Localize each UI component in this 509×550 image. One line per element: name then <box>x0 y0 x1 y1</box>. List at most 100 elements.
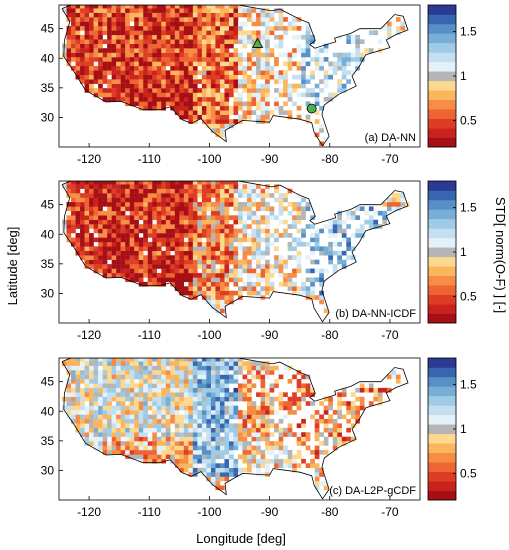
grid-cell <box>93 43 99 49</box>
grid-cell <box>120 34 126 40</box>
grid-cell <box>179 219 185 225</box>
grid-cell <box>71 65 76 71</box>
grid-cell <box>256 233 261 238</box>
grid-cell <box>170 65 176 71</box>
grid-cell <box>228 39 234 44</box>
grid-cell <box>71 374 76 380</box>
grid-cell <box>71 401 76 406</box>
grid-cell <box>84 26 90 31</box>
grid-cell <box>400 26 406 31</box>
grid-cell <box>201 450 207 455</box>
grid-cell <box>102 79 108 84</box>
grid-cell <box>156 52 162 58</box>
grid-cell <box>125 30 130 36</box>
grid-cell <box>238 290 243 296</box>
grid-cell <box>179 74 185 80</box>
grid-cell <box>125 233 130 238</box>
grid-cell <box>89 370 94 375</box>
grid-cell <box>138 30 144 36</box>
grid-cell <box>350 233 356 238</box>
grid-cell <box>179 264 185 269</box>
grid-cell <box>219 445 225 451</box>
grid-cell <box>265 34 270 40</box>
grid-cell <box>98 210 103 216</box>
grid-cell <box>147 215 153 220</box>
grid-cell <box>165 401 171 406</box>
grid-cell <box>346 401 352 406</box>
grid-cell <box>143 281 148 287</box>
grid-cell <box>152 224 157 229</box>
grid-cell <box>192 224 198 229</box>
grid-cell <box>215 188 221 194</box>
grid-cell <box>152 83 157 89</box>
grid-cell <box>287 405 293 411</box>
grid-cell <box>206 26 212 31</box>
grid-cell <box>147 233 153 238</box>
grid-cell <box>111 374 117 380</box>
grid-cell <box>247 450 252 455</box>
grid-cell <box>314 454 320 460</box>
grid-cell <box>116 224 121 229</box>
grid-cell <box>188 21 194 27</box>
grid-cell <box>75 206 81 212</box>
grid-cell <box>197 358 203 362</box>
grid-cell <box>80 361 85 366</box>
grid-cell <box>210 383 216 389</box>
grid-cell <box>314 427 320 433</box>
grid-cell <box>292 467 297 473</box>
grid-cell <box>242 43 248 49</box>
grid-cell <box>62 405 67 411</box>
grid-cell <box>179 414 185 420</box>
grid-cell <box>188 436 194 442</box>
grid-cell <box>107 39 112 44</box>
grid-cell <box>129 277 135 283</box>
grid-cell <box>165 246 171 252</box>
grid-cell <box>192 233 198 238</box>
grid-cell <box>233 246 239 252</box>
grid-cell <box>305 39 311 44</box>
grid-cell <box>247 215 252 220</box>
grid-cell <box>161 61 166 67</box>
grid-cell <box>84 193 90 198</box>
grid-cell <box>247 290 252 296</box>
grid-cell <box>247 114 252 120</box>
grid-cell <box>215 450 221 455</box>
grid-cell <box>89 43 94 49</box>
grid-cell <box>152 34 157 40</box>
grid-cell <box>98 61 103 67</box>
grid-cell <box>156 423 162 429</box>
grid-cell <box>89 259 94 265</box>
grid-cell <box>314 481 320 486</box>
grid-cell <box>215 233 221 238</box>
grid-cell <box>224 197 230 203</box>
grid-cell <box>156 436 162 442</box>
grid-cell <box>179 383 185 389</box>
grid-cell <box>93 374 99 380</box>
grid-cell <box>71 365 76 371</box>
grid-cell <box>215 286 221 291</box>
grid-cell <box>238 97 243 102</box>
grid-cell <box>179 441 185 446</box>
grid-cell <box>215 370 221 375</box>
grid-cell <box>152 61 157 67</box>
grid-cell <box>292 241 297 247</box>
grid-cell <box>256 281 261 287</box>
grid-cell <box>138 237 144 243</box>
grid-cell <box>310 450 315 455</box>
grid-cell <box>201 427 207 433</box>
grid-cell <box>66 26 72 31</box>
grid-cell <box>147 101 153 107</box>
grid-cell <box>314 97 320 102</box>
grid-cell <box>84 215 90 220</box>
grid-cell <box>219 281 225 287</box>
grid-cell <box>192 264 198 269</box>
grid-cell <box>66 43 72 49</box>
grid-cell <box>238 396 243 402</box>
grid-cell <box>274 34 279 40</box>
grid-cell <box>161 370 166 375</box>
grid-cell <box>120 427 126 433</box>
grid-cell <box>269 30 275 36</box>
grid-cell <box>238 264 243 269</box>
grid-cell <box>224 264 230 269</box>
grid-cell <box>247 458 252 464</box>
